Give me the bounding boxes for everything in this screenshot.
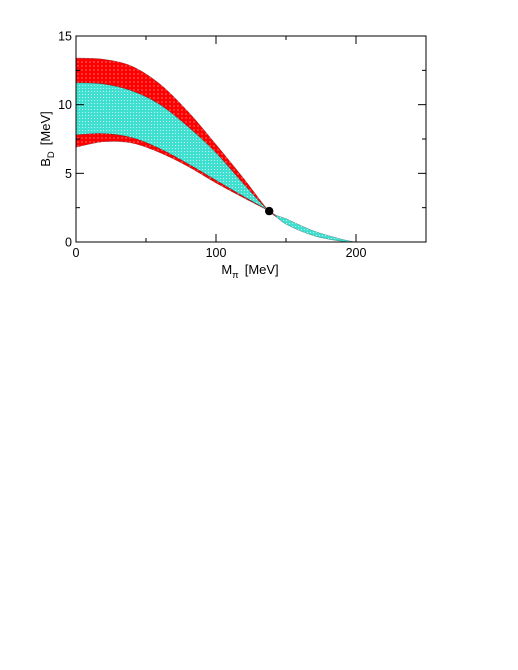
y-axis-label: BD [MeV] (38, 111, 57, 167)
x-axis-label-main: M (221, 262, 232, 277)
x-tick-label: 0 (73, 246, 80, 260)
y-tick-label: 0 (65, 236, 72, 250)
y-axis-label-unit: [MeV] (38, 111, 53, 145)
y-tick-label: 10 (58, 98, 72, 112)
points-layer (265, 206, 274, 216)
outer-band (76, 57, 357, 242)
y-axis: 0 5 10 15 (58, 30, 426, 250)
physical-point-marker (265, 206, 274, 216)
y-tick-label: 15 (58, 30, 72, 44)
bands-layer (76, 57, 357, 242)
y-axis-label-main: B (38, 158, 53, 167)
x-axis: 0 100 200 (73, 36, 427, 260)
x-tick-label: 100 (206, 246, 227, 260)
y-axis-label-sub: D (46, 151, 57, 158)
inner-band (76, 82, 357, 242)
x-tick-label: 200 (346, 246, 367, 260)
x-axis-label-sub: π (232, 270, 239, 281)
x-axis-label: Mπ [MeV] (221, 262, 278, 281)
x-axis-label-unit: [MeV] (245, 262, 279, 277)
y-tick-label: 5 (65, 167, 72, 181)
